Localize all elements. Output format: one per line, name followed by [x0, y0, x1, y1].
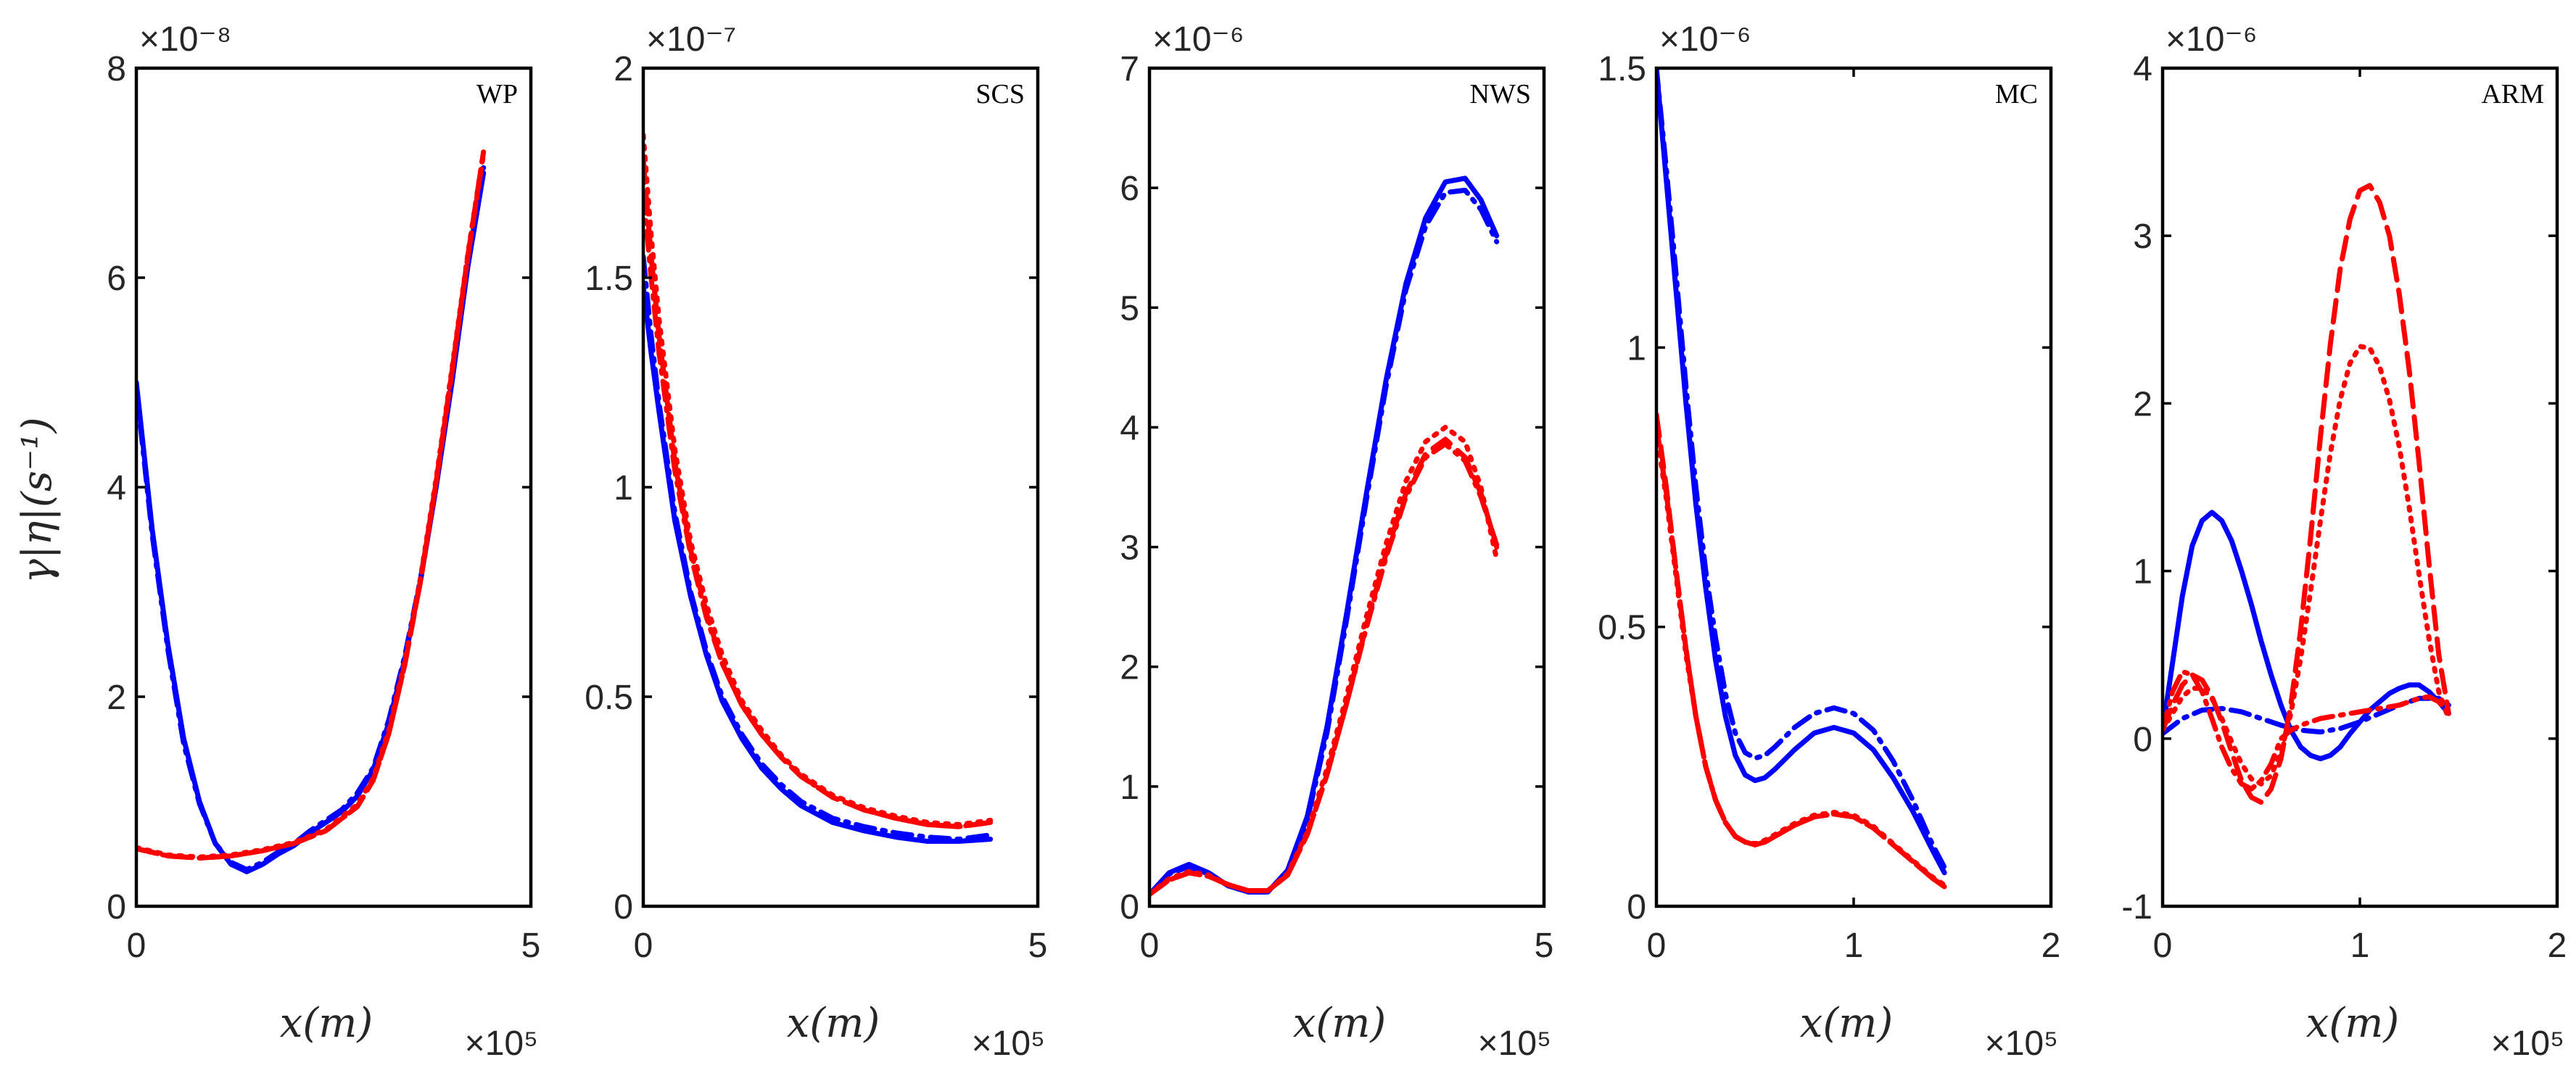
series-group	[136, 149, 487, 874]
series-group	[1656, 68, 1947, 890]
y-exponent-label: ×10⁻⁶	[1659, 20, 1751, 59]
x-tick-label: 1	[1844, 927, 1864, 965]
axes-box	[1147, 66, 1546, 908]
x-tick-label: 5	[521, 927, 541, 965]
panel-mc: 0 0.5 1 1.5 0 1 2 MC ×10⁻⁶ x(m) ×10⁵	[1598, 20, 2060, 1063]
y-tick-label: 0	[2133, 721, 2152, 759]
series-line-blue-solid	[643, 283, 994, 844]
x-exponent-label: ×10⁵	[1985, 1024, 2058, 1063]
y-tick-label: 1	[1627, 329, 1646, 368]
x-tick-label: 1	[2350, 927, 2370, 965]
y-tick-label: 0.5	[585, 679, 633, 717]
series-line-red-dash-dot	[1656, 423, 1947, 890]
series-line-red-dash-dot	[643, 191, 994, 829]
y-tick-label: 0	[614, 888, 633, 927]
panels: 0 2 4 6 8 0 5 WP ×10⁻⁸ x(m) ×10⁵ 0 0.5 1 1.5 2 0 5 SCS ×10⁻…	[107, 20, 2567, 1063]
y-tick-label: 1	[1120, 768, 1139, 807]
y-tick-label: 1.5	[1598, 50, 1646, 88]
y-tick-label: 0	[1120, 888, 1139, 927]
y-tick-label: 5	[1120, 289, 1139, 328]
series-line-blue-solid	[1656, 68, 1947, 876]
panel-wp: 0 2 4 6 8 0 5 WP ×10⁻⁸ x(m) ×10⁵	[107, 20, 540, 1063]
x-tick-label: 2	[2042, 927, 2061, 965]
series-line-red-dashed	[1656, 412, 1947, 890]
series-line-red-dotted	[2163, 344, 2451, 787]
series-line-red-dash-dot	[2163, 668, 2451, 792]
x-exponent-label: ×10⁵	[2491, 1024, 2564, 1063]
axes-box	[1654, 66, 2053, 908]
series-line-red-dotted	[643, 133, 994, 827]
series-line-red-dashed	[643, 157, 994, 829]
y-tick-label: 4	[107, 469, 126, 508]
y-exponent-label: ×10⁻⁷	[646, 20, 736, 59]
series-line-blue-dash-dot	[1149, 187, 1500, 897]
y-axis-label: γ|η|(s⁻¹)	[14, 417, 61, 583]
y-tick-label: 1	[2133, 553, 2152, 592]
series-group	[2163, 183, 2451, 805]
axes-box	[641, 66, 1040, 908]
y-tick-label: 6	[107, 260, 126, 298]
x-tick-label: 0	[634, 927, 653, 965]
x-axis-label: x(m)	[280, 1000, 373, 1047]
y-tick-label: 2	[1120, 649, 1139, 687]
y-tick-label: 2	[2133, 385, 2152, 423]
x-axis-label: x(m)	[1800, 1000, 1893, 1047]
series-line-red-dashed	[2163, 183, 2451, 805]
x-exponent-label: ×10⁵	[1478, 1024, 1551, 1063]
x-tick-label: 5	[1028, 927, 1048, 965]
y-tick-label: 7	[1120, 50, 1139, 88]
y-tick-label: 1.5	[585, 260, 633, 298]
series-line-blue-dash-dot	[1656, 68, 1947, 870]
x-tick-label: 5	[1535, 927, 1554, 965]
y-tick-label: 1	[614, 469, 633, 508]
y-tick-label: 2	[107, 679, 126, 717]
panel-title: ARM	[2481, 79, 2544, 109]
series-line-blue-dash-dot	[2163, 695, 2451, 737]
series-group	[643, 133, 994, 844]
y-tick-label: 0.5	[1598, 609, 1646, 647]
series-line-blue-solid	[2163, 510, 2451, 761]
x-exponent-label: ×10⁵	[465, 1024, 538, 1063]
panel-title: MC	[1995, 79, 2038, 109]
x-tick-label: 0	[127, 927, 146, 965]
x-axis-label: x(m)	[2306, 1000, 2399, 1047]
x-tick-label: 0	[1140, 927, 1160, 965]
x-tick-label: 2	[2548, 927, 2567, 965]
x-axis-label: x(m)	[1293, 1000, 1386, 1047]
series-line-red-dotted	[1149, 424, 1500, 897]
y-tick-label: 6	[1120, 170, 1139, 208]
panel-title: WP	[476, 79, 518, 109]
y-tick-label: 0	[1627, 888, 1646, 927]
series-line-blue-dash-dot	[643, 254, 994, 842]
x-axis-label: x(m)	[787, 1000, 880, 1047]
x-exponent-label: ×10⁵	[972, 1024, 1045, 1063]
panel-scs: 0 0.5 1 1.5 2 0 5 SCS ×10⁻⁷ x(m) ×10⁵	[585, 20, 1047, 1063]
y-tick-label: 8	[107, 50, 126, 88]
x-tick-label: 0	[1647, 927, 1667, 965]
y-tick-label: 3	[1120, 529, 1139, 568]
series-line-red-dash-dot	[1149, 442, 1500, 897]
y-tick-label: 4	[2133, 50, 2152, 88]
y-tick-label: 3	[2133, 218, 2152, 256]
series-line-red-dash-dot	[136, 152, 487, 861]
y-tick-label: 0	[107, 888, 126, 927]
y-tick-label: -1	[2121, 888, 2152, 927]
y-tick-label: 4	[1120, 409, 1139, 447]
series-group	[1149, 175, 1500, 897]
y-tick-label: 2	[614, 50, 633, 88]
panel-title: NWS	[1470, 79, 1531, 109]
panel-nws: 0 1 2 3 4 5 6 7 0 5 NWS ×10⁻⁶ x(m) ×10⁵	[1120, 20, 1553, 1063]
y-exponent-label: ×10⁻⁶	[1152, 20, 1244, 59]
x-tick-label: 0	[2153, 927, 2173, 965]
y-exponent-label: ×10⁻⁸	[139, 20, 231, 59]
y-exponent-label: ×10⁻⁶	[2166, 20, 2258, 59]
panel-title: SCS	[975, 79, 1025, 109]
series-line-red-dashed	[1149, 436, 1500, 897]
